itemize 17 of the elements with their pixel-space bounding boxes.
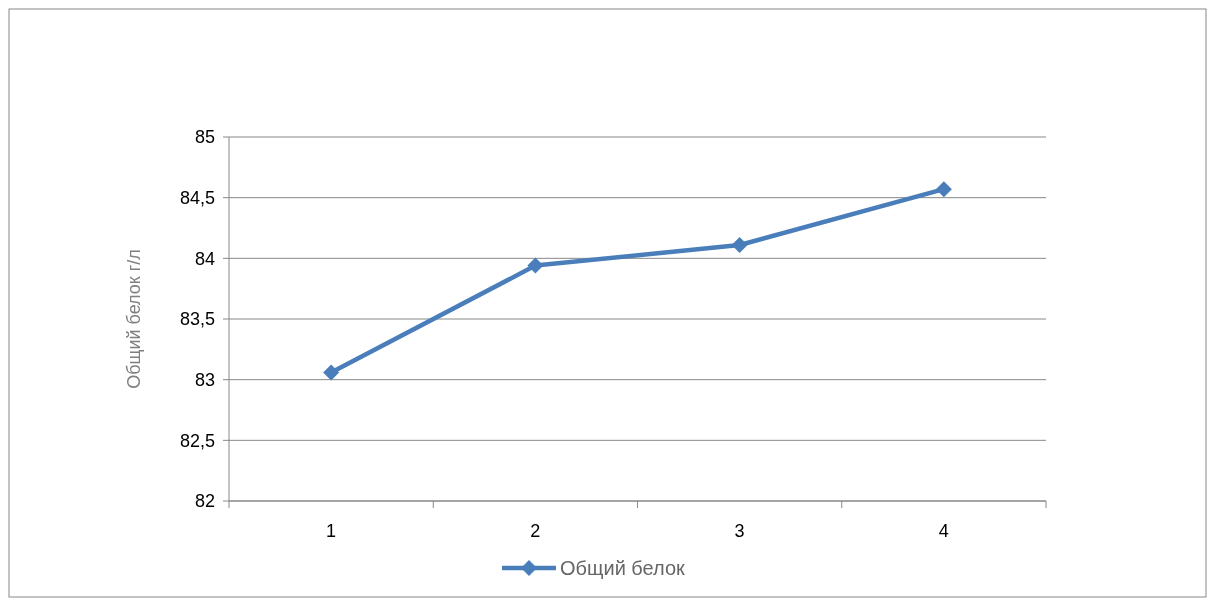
y-tick-label: 84,5	[179, 187, 215, 208]
point	[935, 181, 952, 198]
point	[731, 236, 748, 253]
point	[527, 257, 544, 274]
x-tick-label: 4	[938, 521, 949, 541]
legend-label: Общий белок	[560, 557, 686, 579]
y-tick-label: 83	[194, 369, 215, 390]
x-tick-label: 2	[530, 521, 541, 541]
x-tick-label: 3	[734, 521, 745, 541]
y-tick-label: 82	[194, 491, 215, 512]
y-tick-label: 85	[194, 127, 215, 148]
y-axis-title: Общий белок г/л	[124, 249, 144, 389]
point	[323, 364, 340, 381]
x-tick-label: 1	[326, 521, 337, 541]
y-tick-label: 83,5	[179, 309, 215, 330]
y-tick-label: 84	[194, 248, 215, 269]
y-tick-label: 82,5	[179, 430, 215, 451]
